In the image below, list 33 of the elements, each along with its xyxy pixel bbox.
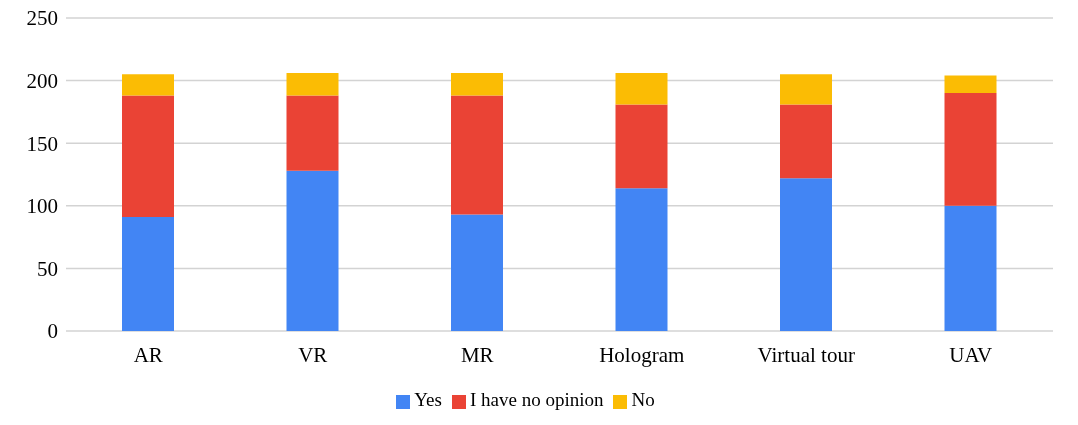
x-tick-label: UAV — [949, 342, 993, 367]
bar — [944, 75, 997, 94]
y-tick-label: 250 — [26, 6, 58, 31]
y-tick-label: 100 — [26, 194, 58, 219]
x-tick-label: AR — [133, 342, 163, 367]
y-tick-label: 0 — [47, 319, 58, 344]
bar — [286, 95, 339, 171]
legend-label: I have no opinion — [469, 389, 604, 410]
legend-label: No — [631, 389, 655, 410]
bar — [780, 74, 832, 105]
bar — [451, 214, 503, 331]
y-tick-label: 200 — [26, 69, 58, 94]
y-tick-label: 150 — [26, 131, 58, 156]
y-tick-label: 50 — [37, 256, 58, 281]
bar — [122, 74, 174, 96]
x-tick-label: MR — [460, 342, 494, 367]
bar — [286, 73, 339, 96]
bar — [780, 104, 832, 179]
bar — [122, 217, 174, 331]
legend-label: Yes — [414, 389, 442, 410]
x-tick-label: VR — [298, 342, 328, 367]
bar — [451, 73, 503, 96]
bar — [286, 170, 339, 331]
bar — [944, 93, 997, 206]
x-tick-label: Hologram — [599, 342, 685, 367]
bar — [615, 104, 668, 189]
x-tick-label: Virtual tour — [757, 342, 855, 367]
bar — [122, 95, 174, 218]
bar — [944, 205, 997, 331]
bar — [780, 178, 832, 331]
bar — [451, 95, 503, 215]
bar — [615, 188, 668, 331]
bar — [615, 73, 668, 105]
